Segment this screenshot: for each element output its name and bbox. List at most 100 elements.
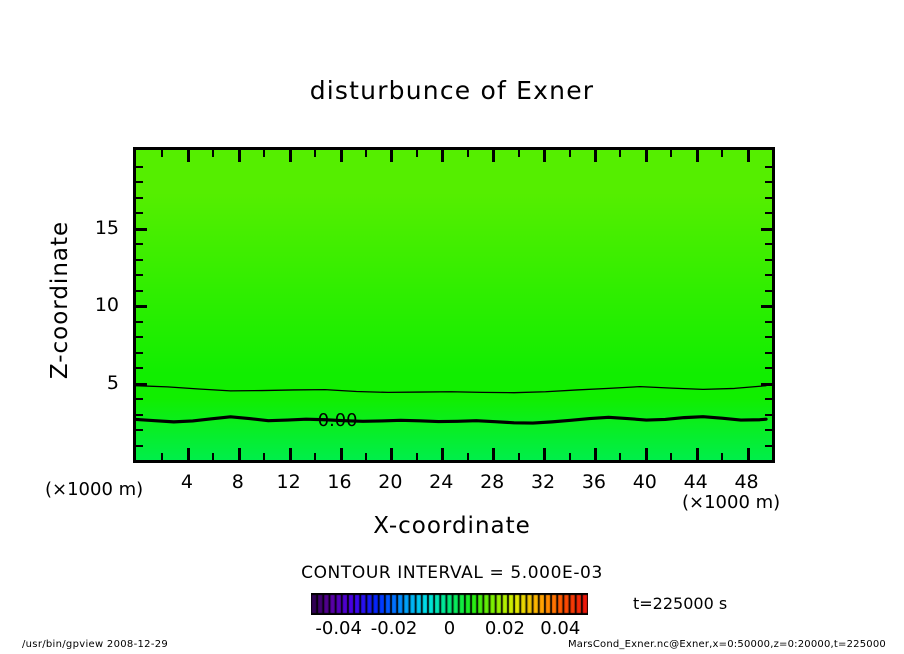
x-tick-minor [619,453,622,460]
x-tick-major [543,448,546,460]
x-tick-major [644,448,648,460]
y-tick-minor [136,196,143,199]
x-tick-major-top [390,150,394,162]
x-tick-label: 12 [276,471,301,493]
contour-path [136,415,768,425]
y-tick-minor [136,320,143,323]
x-axis-title: X-coordinate [373,513,531,539]
x-tick-major-top [543,150,546,162]
x-tick-minor-top [670,150,673,157]
x-tick-label: 36 [581,471,606,493]
y-tick-minor [136,181,143,183]
contour-interval-label: CONTOUR INTERVAL = 5.000E-03 [301,563,603,583]
y-tick-minor [136,165,143,168]
y-tick-minor [136,274,143,276]
y-tick-label: 10 [94,294,119,316]
x-tick-minor [721,453,724,460]
y-tick-minor-right [765,398,772,400]
x-tick-minor-top [568,150,571,157]
x-tick-major [492,448,496,460]
y-tick-minor [136,367,143,369]
x-tick-minor [670,453,673,460]
x-axis-unit-label: (×1000 m) [682,492,781,513]
y-tick-minor [136,429,143,431]
x-tick-label: 48 [734,471,759,493]
x-tick-major-top [441,150,445,162]
y-tick-major-right [761,227,772,231]
x-tick-major-top [644,150,648,162]
contour-fill-gradient [136,150,772,460]
y-tick-major [136,305,147,308]
x-tick-label: 40 [632,471,657,493]
x-tick-major [237,448,241,460]
x-tick-label: 8 [231,471,244,493]
x-tick-minor [466,453,469,460]
x-tick-label: 20 [378,471,403,493]
y-tick-minor [136,413,143,416]
footer-command-info: /usr/bin/gpview 2008-12-29 [22,639,169,650]
y-tick-minor-right [765,196,772,199]
colorbar [311,593,588,615]
x-tick-label: 16 [327,471,352,493]
y-tick-minor-right [765,243,772,245]
contour-lines: 0.00 [136,385,768,431]
x-tick-major-top [746,150,750,162]
y-axis-unit-label: (×1000 m) [45,479,144,500]
x-tick-major-top [237,150,241,162]
x-tick-minor-top [619,150,622,157]
y-tick-minor [136,351,143,354]
colorbar-spectrum [311,593,588,615]
x-tick-label: 32 [530,471,556,493]
y-tick-minor-right [765,165,772,168]
y-tick-major-right [761,382,772,386]
x-tick-major [186,448,190,460]
y-tick-minor [136,243,143,245]
colorbar-tick-label: 0.02 [484,618,525,639]
y-tick-label: 5 [106,371,119,394]
x-tick-major-top [695,150,699,162]
x-tick-major [746,448,750,460]
x-tick-major-top [288,150,292,162]
colorbar-tick-label: 0 [443,618,456,639]
y-tick-major [136,227,147,231]
x-tick-major-top [492,150,496,162]
plot-area: 0.00 [133,147,775,463]
x-tick-minor [568,453,571,460]
y-tick-minor-right [765,444,772,447]
y-tick-minor-right [765,429,772,431]
x-tick-label: 28 [480,471,505,493]
page-title: disturbunce of Exner [309,76,595,105]
x-tick-minor [365,453,367,460]
x-tick-minor-top [263,150,266,157]
y-tick-major-right [761,305,772,308]
y-tick-minor [136,336,143,338]
x-tick-label: 44 [683,471,708,493]
y-tick-minor-right [765,289,772,292]
y-axis-title: Z-coordinate [47,220,73,380]
x-tick-minor [517,453,520,460]
x-tick-minor [263,453,266,460]
colorbar-tick-label: -0.04 [315,618,362,639]
x-tick-major-top [593,150,597,162]
x-tick-major [339,448,343,460]
x-tick-major [288,448,292,460]
x-tick-major-top [186,150,190,162]
y-tick-minor [136,258,143,261]
x-tick-minor [161,453,164,460]
y-tick-minor-right [765,367,772,369]
x-tick-minor-top [517,150,520,157]
y-tick-minor-right [765,258,772,261]
y-tick-major [136,382,147,386]
x-tick-major [441,448,445,460]
colorbar-tick-label: -0.02 [370,618,418,639]
x-tick-major [390,448,394,460]
x-tick-minor-top [314,150,317,157]
y-tick-label: 15 [94,216,119,239]
y-tick-minor-right [765,351,772,354]
y-tick-minor [136,289,143,292]
contour-value-label: 0.00 [318,411,358,431]
x-tick-minor-top [466,150,469,157]
y-tick-minor-right [765,212,772,214]
y-tick-minor-right [765,320,772,323]
colorbar-tick-label: 0.04 [540,618,581,639]
